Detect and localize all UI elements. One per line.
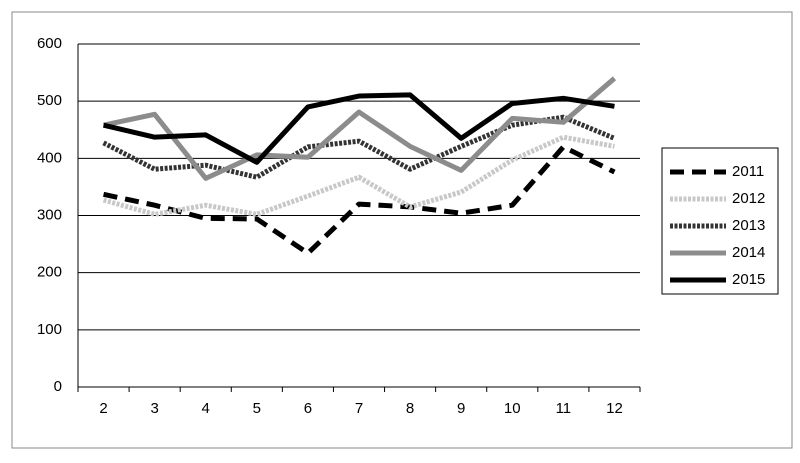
x-tick-label: 8 <box>406 400 414 417</box>
series-line <box>102 114 616 180</box>
series-line <box>102 92 615 165</box>
y-tick-label: 100 <box>37 321 62 338</box>
x-tick-label: 12 <box>606 400 623 417</box>
legend-label: 2013 <box>732 217 765 234</box>
x-tick-label: 6 <box>304 400 312 417</box>
series-line <box>103 144 616 256</box>
legend-label: 2015 <box>732 271 765 288</box>
y-tick-label: 200 <box>37 264 62 281</box>
x-tick-label: 5 <box>253 400 261 417</box>
x-tick-label: 4 <box>202 400 210 417</box>
series-line <box>103 76 617 181</box>
x-tick-label: 7 <box>355 400 363 417</box>
x-tick-label: 9 <box>457 400 465 417</box>
series-line <box>102 134 615 217</box>
y-tick-label: 500 <box>37 92 62 109</box>
x-tick-label: 10 <box>504 400 521 417</box>
y-tick-label: 600 <box>37 35 62 52</box>
y-tick-label: 0 <box>54 378 62 395</box>
legend-label: 2014 <box>732 244 765 261</box>
x-tick-label: 2 <box>99 400 107 417</box>
y-tick-label: 400 <box>37 149 62 166</box>
legend-label: 2011 <box>732 163 764 180</box>
x-tick-label: 3 <box>150 400 158 417</box>
x-tick-label: 11 <box>556 400 572 417</box>
y-tick-label: 300 <box>37 206 62 223</box>
legend-label: 2012 <box>732 190 765 207</box>
